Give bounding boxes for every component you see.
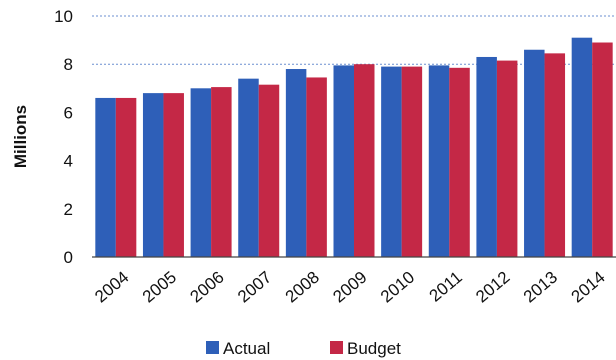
x-tick-label-2012: 2012 [472, 268, 513, 307]
legend: Actual Budget [206, 339, 401, 358]
legend-swatch-actual [206, 341, 219, 354]
bar-budget-2007 [258, 84, 280, 257]
bar-actual-2010 [381, 66, 402, 257]
bar-budget-2010 [401, 66, 423, 257]
x-tick-labels: 2004 2005 2006 2007 2008 2009 2010 2011 2012 2013… [91, 268, 609, 307]
bar-budget-2008 [306, 77, 327, 257]
bar-actual-2007 [238, 78, 259, 257]
bar-budget-2009 [354, 64, 375, 257]
legend-swatch-budget [330, 341, 343, 354]
bar-budget-2012 [496, 60, 518, 258]
x-tick-label-2010: 2010 [377, 268, 418, 307]
bar-actual-2005 [142, 93, 164, 258]
y-tick-label-8: 8 [64, 55, 73, 74]
bar-budget-2005 [163, 93, 184, 258]
bar-actual-2006 [190, 88, 212, 257]
x-tick-label-2007: 2007 [234, 268, 275, 307]
bar-actual-2011 [428, 65, 450, 257]
x-tick-label-2006: 2006 [186, 268, 227, 307]
bar-actual-2008 [285, 69, 307, 258]
bar-actual-2009 [333, 65, 354, 257]
x-tick-label-2008: 2008 [282, 268, 323, 307]
y-tick-label-6: 6 [64, 103, 73, 122]
bar-actual-2014 [571, 37, 593, 257]
bar-actual-2012 [476, 56, 497, 257]
bar-budget-2011 [449, 67, 470, 257]
legend-label-budget: Budget [347, 339, 401, 358]
y-tick-label-0: 0 [64, 248, 73, 267]
x-tick-label-2011: 2011 [426, 268, 466, 306]
bar-budget-2013 [544, 53, 566, 258]
x-tick-label-2005: 2005 [139, 268, 180, 307]
y-tick-label-2: 2 [64, 200, 73, 219]
y-tick-label-10: 10 [54, 7, 73, 26]
bar-actual-2013 [524, 49, 545, 257]
legend-label-actual: Actual [223, 339, 270, 358]
x-tick-label-2004: 2004 [91, 268, 132, 307]
y-tick-labels: 0 2 4 6 8 10 [54, 7, 73, 267]
bar-budget-2014 [592, 42, 613, 258]
x-tick-label-2014: 2014 [568, 268, 609, 307]
bar-budget-2006 [211, 87, 232, 257]
y-tick-label-4: 4 [64, 152, 73, 171]
x-tick-label-2009: 2009 [329, 268, 370, 307]
x-tick-label-2013: 2013 [520, 268, 561, 307]
bar-actual-2004 [95, 97, 116, 257]
bars [95, 37, 613, 258]
y-axis-title: Millions [11, 105, 30, 168]
bar-budget-2004 [115, 97, 137, 257]
